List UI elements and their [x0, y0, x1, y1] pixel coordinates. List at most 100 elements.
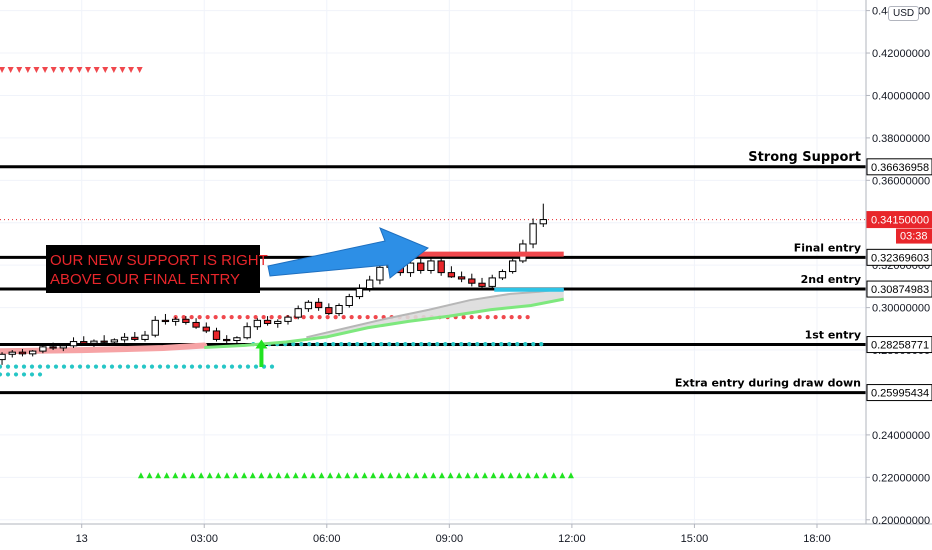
buy-triangle	[507, 472, 514, 479]
level-price-tag-bg	[866, 336, 932, 354]
countdown-text: 03:38	[900, 231, 928, 243]
candle-body	[366, 279, 374, 290]
time-axis[interactable]: 13 03:00 06:00 09:00 12:00 15:00 18:00	[76, 524, 831, 545]
level-price-tag-text: 0.32369603	[871, 252, 929, 264]
candle-body	[457, 276, 466, 280]
buy-triangle	[447, 472, 454, 479]
ma-band-fill	[306, 288, 564, 338]
candle-body	[80, 341, 88, 344]
sell-triangle	[16, 67, 23, 74]
indicator-teal-dot	[355, 342, 360, 347]
indicator-red-dot	[517, 315, 522, 320]
buy-triangle	[155, 472, 162, 479]
indicator-red-dot	[221, 315, 226, 320]
buy-triangle	[524, 472, 531, 479]
indicator-teal-dot	[331, 342, 336, 347]
sell-triangle	[128, 67, 135, 74]
indicator-teal-dot	[229, 364, 235, 369]
buy-triangle	[284, 472, 291, 479]
indicator-red-dot	[277, 315, 282, 320]
buy-triangle	[189, 472, 196, 479]
candle-body	[182, 318, 190, 323]
buy-arrow-head	[255, 339, 268, 349]
indicator-teal-dot	[411, 342, 416, 347]
indicator-red-dot	[181, 315, 186, 320]
indicator-teal-dot	[21, 372, 27, 377]
buy-triangle	[361, 472, 368, 479]
indicator-red-dot	[253, 315, 258, 320]
indicator-teal-dot	[5, 372, 11, 377]
indicator-teal-dot	[93, 364, 99, 369]
indicator-teal-dot	[307, 342, 312, 347]
indicator-teal-dot	[101, 364, 107, 369]
indicator-teal-dot	[197, 364, 203, 369]
sell-triangle	[67, 67, 74, 74]
candle-body	[59, 345, 67, 349]
indicator-teal-dot	[205, 364, 211, 369]
y-tick-label: 0.42000000	[872, 48, 930, 60]
indicators-layer	[0, 67, 574, 479]
y-tick-label: 0.30000000	[872, 303, 930, 315]
indicator-red-dot	[341, 315, 346, 320]
indicator-teal-dot	[491, 342, 496, 347]
indicator-red-dot	[501, 315, 506, 320]
indicator-teal-dot	[117, 364, 123, 369]
x-tick-label: 09:00	[436, 533, 464, 545]
indicator-teal-dot	[37, 364, 43, 369]
indicator-red-dot	[365, 315, 370, 320]
countdown-bg	[896, 228, 932, 244]
indicator-teal-dot	[125, 364, 131, 369]
candle-body	[529, 223, 537, 245]
indicator-teal-dot	[0, 372, 3, 377]
candle-body	[120, 336, 129, 341]
buy-triangle	[266, 472, 273, 479]
x-tick-label: 13	[76, 533, 88, 545]
candle-body	[417, 262, 425, 271]
candle-body	[488, 277, 496, 287]
currency-label[interactable]: USD	[888, 6, 920, 21]
y-tick-label: 0.24000000	[872, 430, 930, 442]
candle-body	[131, 336, 139, 340]
ma-line-upper	[306, 287, 564, 339]
buy-triangle	[567, 472, 574, 479]
indicator-teal-dot	[109, 364, 115, 369]
indicator-teal-dot	[69, 364, 75, 369]
indicator-teal-dot	[539, 342, 544, 347]
buy-triangle	[413, 472, 420, 479]
buy-triangle	[490, 472, 497, 479]
buy-triangle	[438, 472, 445, 479]
indicator-teal-dot	[29, 372, 35, 377]
buy-triangle	[318, 472, 325, 479]
candle-body	[498, 271, 507, 279]
indicator-red-dot	[325, 315, 330, 320]
buy-triangle	[404, 472, 411, 479]
indicator-teal-dot	[531, 342, 536, 347]
indicator-teal-dot	[77, 364, 83, 369]
indicator-teal-dot	[459, 342, 464, 347]
buy-triangle	[430, 472, 437, 479]
candle-body	[539, 219, 547, 225]
buy-triangle	[352, 472, 359, 479]
candle-body	[437, 260, 445, 274]
indicator-red-dot	[197, 315, 202, 320]
candle-body	[110, 339, 119, 343]
indicator-red-dot	[237, 315, 242, 320]
candle-body	[243, 326, 251, 339]
indicator-teal-dot	[85, 364, 91, 369]
indicator-teal-dot	[61, 364, 67, 369]
indicator-teal-dot	[269, 364, 275, 369]
buy-triangle	[370, 472, 377, 479]
buy-triangle	[327, 472, 334, 479]
level-name-label: Final entry	[794, 241, 861, 254]
buy-triangle	[542, 472, 549, 479]
indicator-teal-dot	[237, 364, 243, 369]
buy-triangle	[215, 472, 222, 479]
buy-triangle	[464, 472, 471, 479]
price-axis[interactable]: 0.200000000.220000000.240000000.26000000…	[866, 6, 930, 527]
candle-body	[447, 272, 456, 278]
candle-body	[29, 350, 37, 355]
level-price-tag-bg	[866, 248, 932, 266]
buy-triangle	[335, 472, 342, 479]
last-price-tag-text: 0.34150000	[871, 215, 929, 227]
